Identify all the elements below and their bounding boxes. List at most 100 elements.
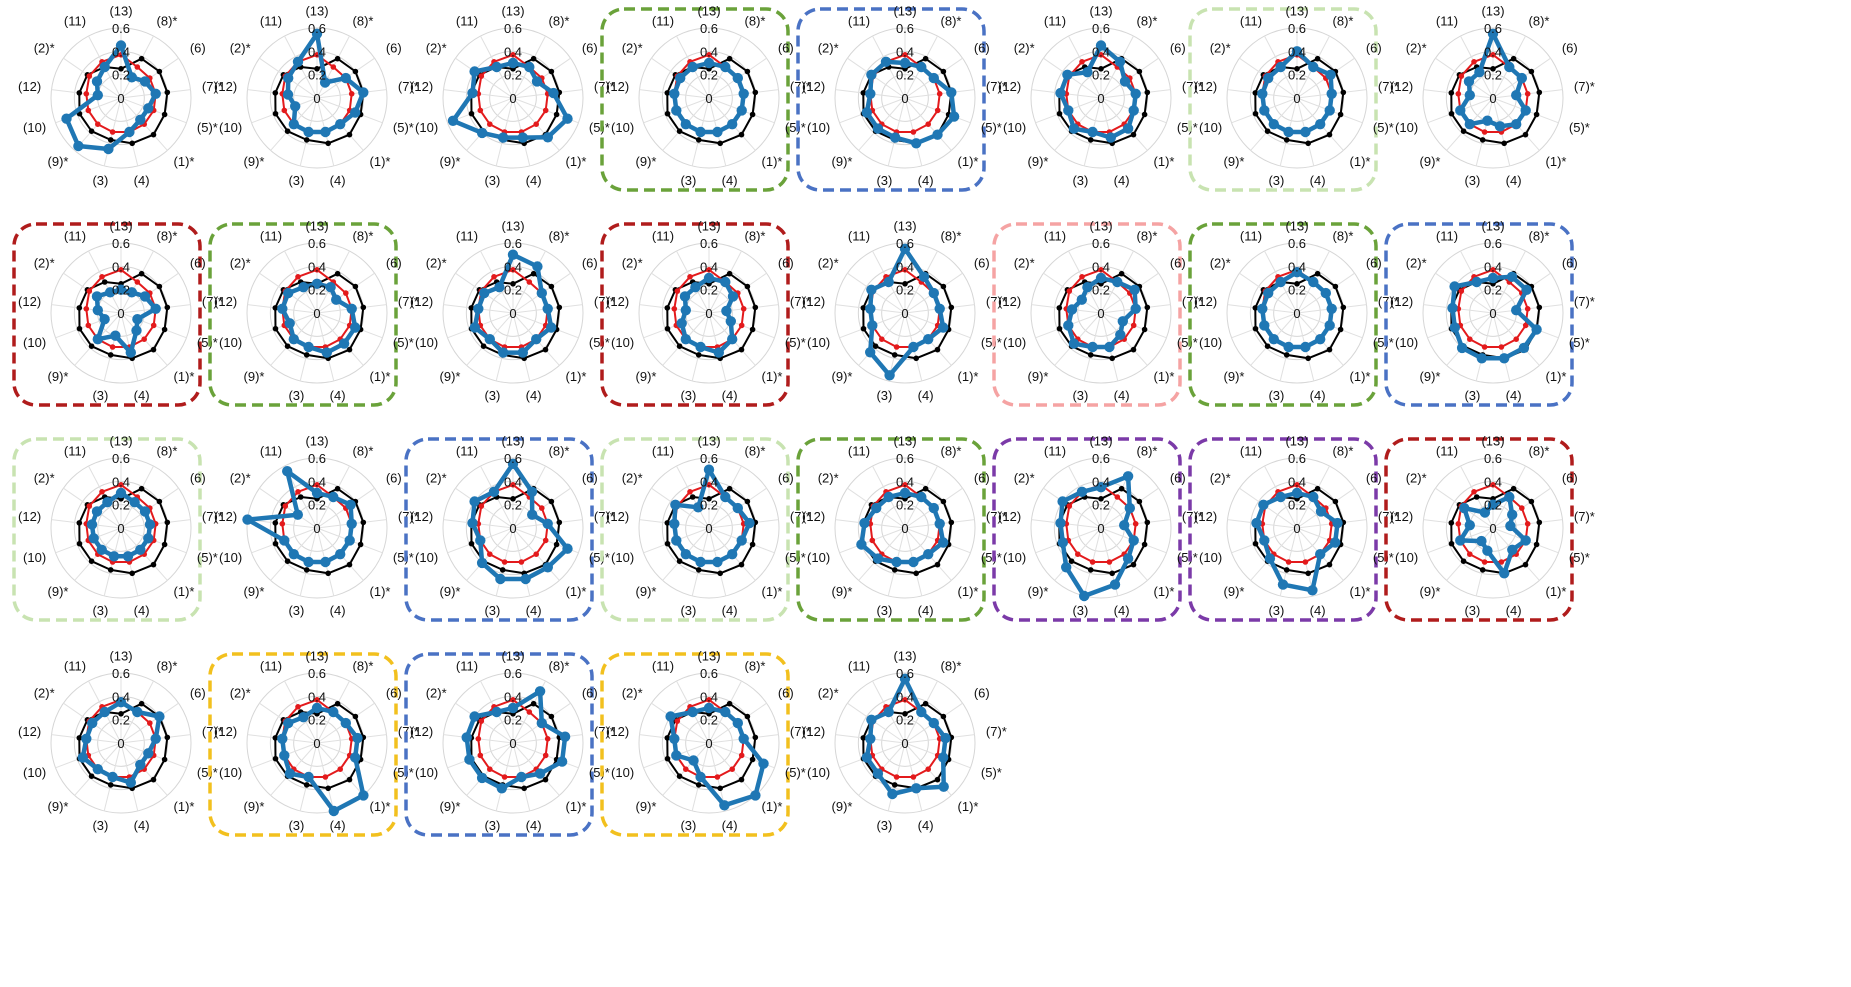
blue-series-point-5	[938, 322, 949, 333]
axis-label: (6)	[1562, 256, 1578, 271]
blue-series-point-12	[479, 287, 490, 299]
black-series-point-5	[1533, 541, 1540, 548]
black-series-point-9	[676, 558, 683, 564]
blue-series-point-8	[498, 132, 509, 143]
axis-label: (4)	[1310, 173, 1326, 188]
red-series-point-4	[1132, 521, 1139, 527]
radial-tick-label: 0.4	[896, 44, 914, 59]
radial-tick-label: 0.2	[504, 713, 522, 728]
black-series-point-4	[1340, 304, 1347, 311]
blue-series-point-9	[680, 549, 691, 560]
blue-series-point-5	[562, 113, 573, 124]
blue-series-point-4	[542, 518, 553, 529]
blue-series-point-5	[546, 322, 557, 333]
axis-label: (5)*	[1177, 120, 1198, 135]
axis-label: (1)*	[370, 584, 391, 599]
black-series-point-4	[164, 304, 171, 311]
black-series-point-1	[1490, 66, 1496, 72]
axis-label: (6)	[190, 256, 206, 271]
black-series-point-10	[664, 540, 671, 547]
radial-tick-label: 0.4	[504, 474, 522, 489]
axis-label: (8)*	[157, 658, 178, 673]
blue-series-point-11	[865, 733, 876, 744]
axis-label: (7)*	[790, 509, 811, 524]
black-series-point-6	[1522, 131, 1529, 138]
black-series-point-10	[664, 755, 671, 762]
blue-series-point-6	[1518, 342, 1530, 354]
blue-series-point-9	[1464, 119, 1475, 130]
blue-series-point-7	[713, 347, 724, 358]
axis-label: (5)*	[981, 765, 1002, 780]
highlight-frame	[1188, 7, 1378, 192]
blue-series-point-1	[311, 278, 323, 289]
radial-tick-label: 0	[509, 736, 516, 751]
blue-series-point-9	[680, 334, 691, 345]
red-series-point-1	[314, 267, 320, 273]
radial-tick-label: 0.4	[896, 474, 914, 489]
black-series-point-13	[297, 494, 304, 500]
blue-series-point-12	[1057, 496, 1068, 507]
black-series-point-5	[161, 756, 168, 763]
blue-series-point-10	[676, 318, 687, 329]
red-series-point-13	[295, 489, 301, 495]
axis-label: (13)	[697, 433, 720, 448]
axis-label: (4)	[526, 818, 542, 833]
blue-series-point-12	[866, 284, 877, 295]
axis-label: (13)	[697, 218, 720, 233]
black-series-point-10	[272, 110, 279, 117]
axis-label: (4)	[1506, 603, 1522, 618]
blue-series-point-8	[303, 126, 314, 138]
blue-series-point-2	[918, 271, 930, 282]
black-series-point-9	[88, 343, 95, 349]
axis-label: (10)	[415, 120, 438, 135]
axis-label: (10)	[807, 120, 830, 135]
axis-label: (9)*	[48, 154, 69, 169]
blue-series-point-6	[727, 549, 738, 560]
blue-series-point-8	[695, 341, 706, 353]
axis-label: (12)	[410, 79, 433, 94]
black-series-point-3	[1528, 68, 1535, 75]
blue-series-point-7	[719, 800, 730, 811]
blue-series-point-11	[92, 305, 104, 316]
axis-label: (3)	[92, 603, 108, 618]
red-series-point-4	[1524, 91, 1531, 97]
black-series-point-10	[1252, 110, 1259, 117]
black-series-point-7	[129, 570, 135, 577]
black-series-point-4	[1144, 304, 1151, 311]
red-series-point-1	[510, 52, 516, 58]
red-series-point-7	[1498, 559, 1505, 565]
axis-label: (2)*	[622, 256, 643, 271]
axis-label: (11)	[652, 13, 674, 28]
blue-series-point-1	[311, 28, 323, 39]
red-series-point-1	[706, 267, 712, 273]
axis-label: (6)	[974, 686, 990, 701]
axis-label: (5)*	[197, 765, 218, 780]
axis-label: (3)	[1072, 603, 1088, 618]
blue-series-point-8	[1482, 545, 1493, 556]
radial-tick-label: 0.6	[896, 451, 914, 466]
axis-label: (13)	[501, 218, 524, 233]
axis-label: (4)	[1506, 388, 1522, 403]
blue-series-point-8	[1283, 126, 1294, 138]
red-series-point-5	[542, 752, 549, 759]
black-series-point-2	[726, 55, 733, 62]
blue-series-point-2	[720, 706, 731, 718]
axis-label: (2)*	[230, 686, 251, 701]
axis-label: (8)*	[1333, 443, 1354, 458]
blue-series-point-13	[1471, 276, 1482, 288]
blue-series-point-1	[311, 487, 323, 499]
blue-series-point-2	[1122, 471, 1134, 482]
red-series-point-9	[1467, 551, 1473, 557]
blue-series-point-3	[331, 294, 342, 305]
blue-series-point-5	[143, 533, 154, 544]
axis-label: (6)	[1366, 471, 1382, 486]
axis-label: (4)	[1114, 603, 1130, 618]
red-series-point-8	[501, 774, 508, 780]
blue-series-point-2	[1308, 61, 1319, 73]
red-series-point-1	[510, 267, 516, 273]
radial-tick-label: 0.6	[700, 666, 718, 681]
blue-series-point-3	[139, 291, 151, 302]
blue-series-point-12	[91, 76, 103, 87]
blue-series-point-12	[670, 499, 681, 510]
red-series-point-12	[1066, 288, 1073, 294]
